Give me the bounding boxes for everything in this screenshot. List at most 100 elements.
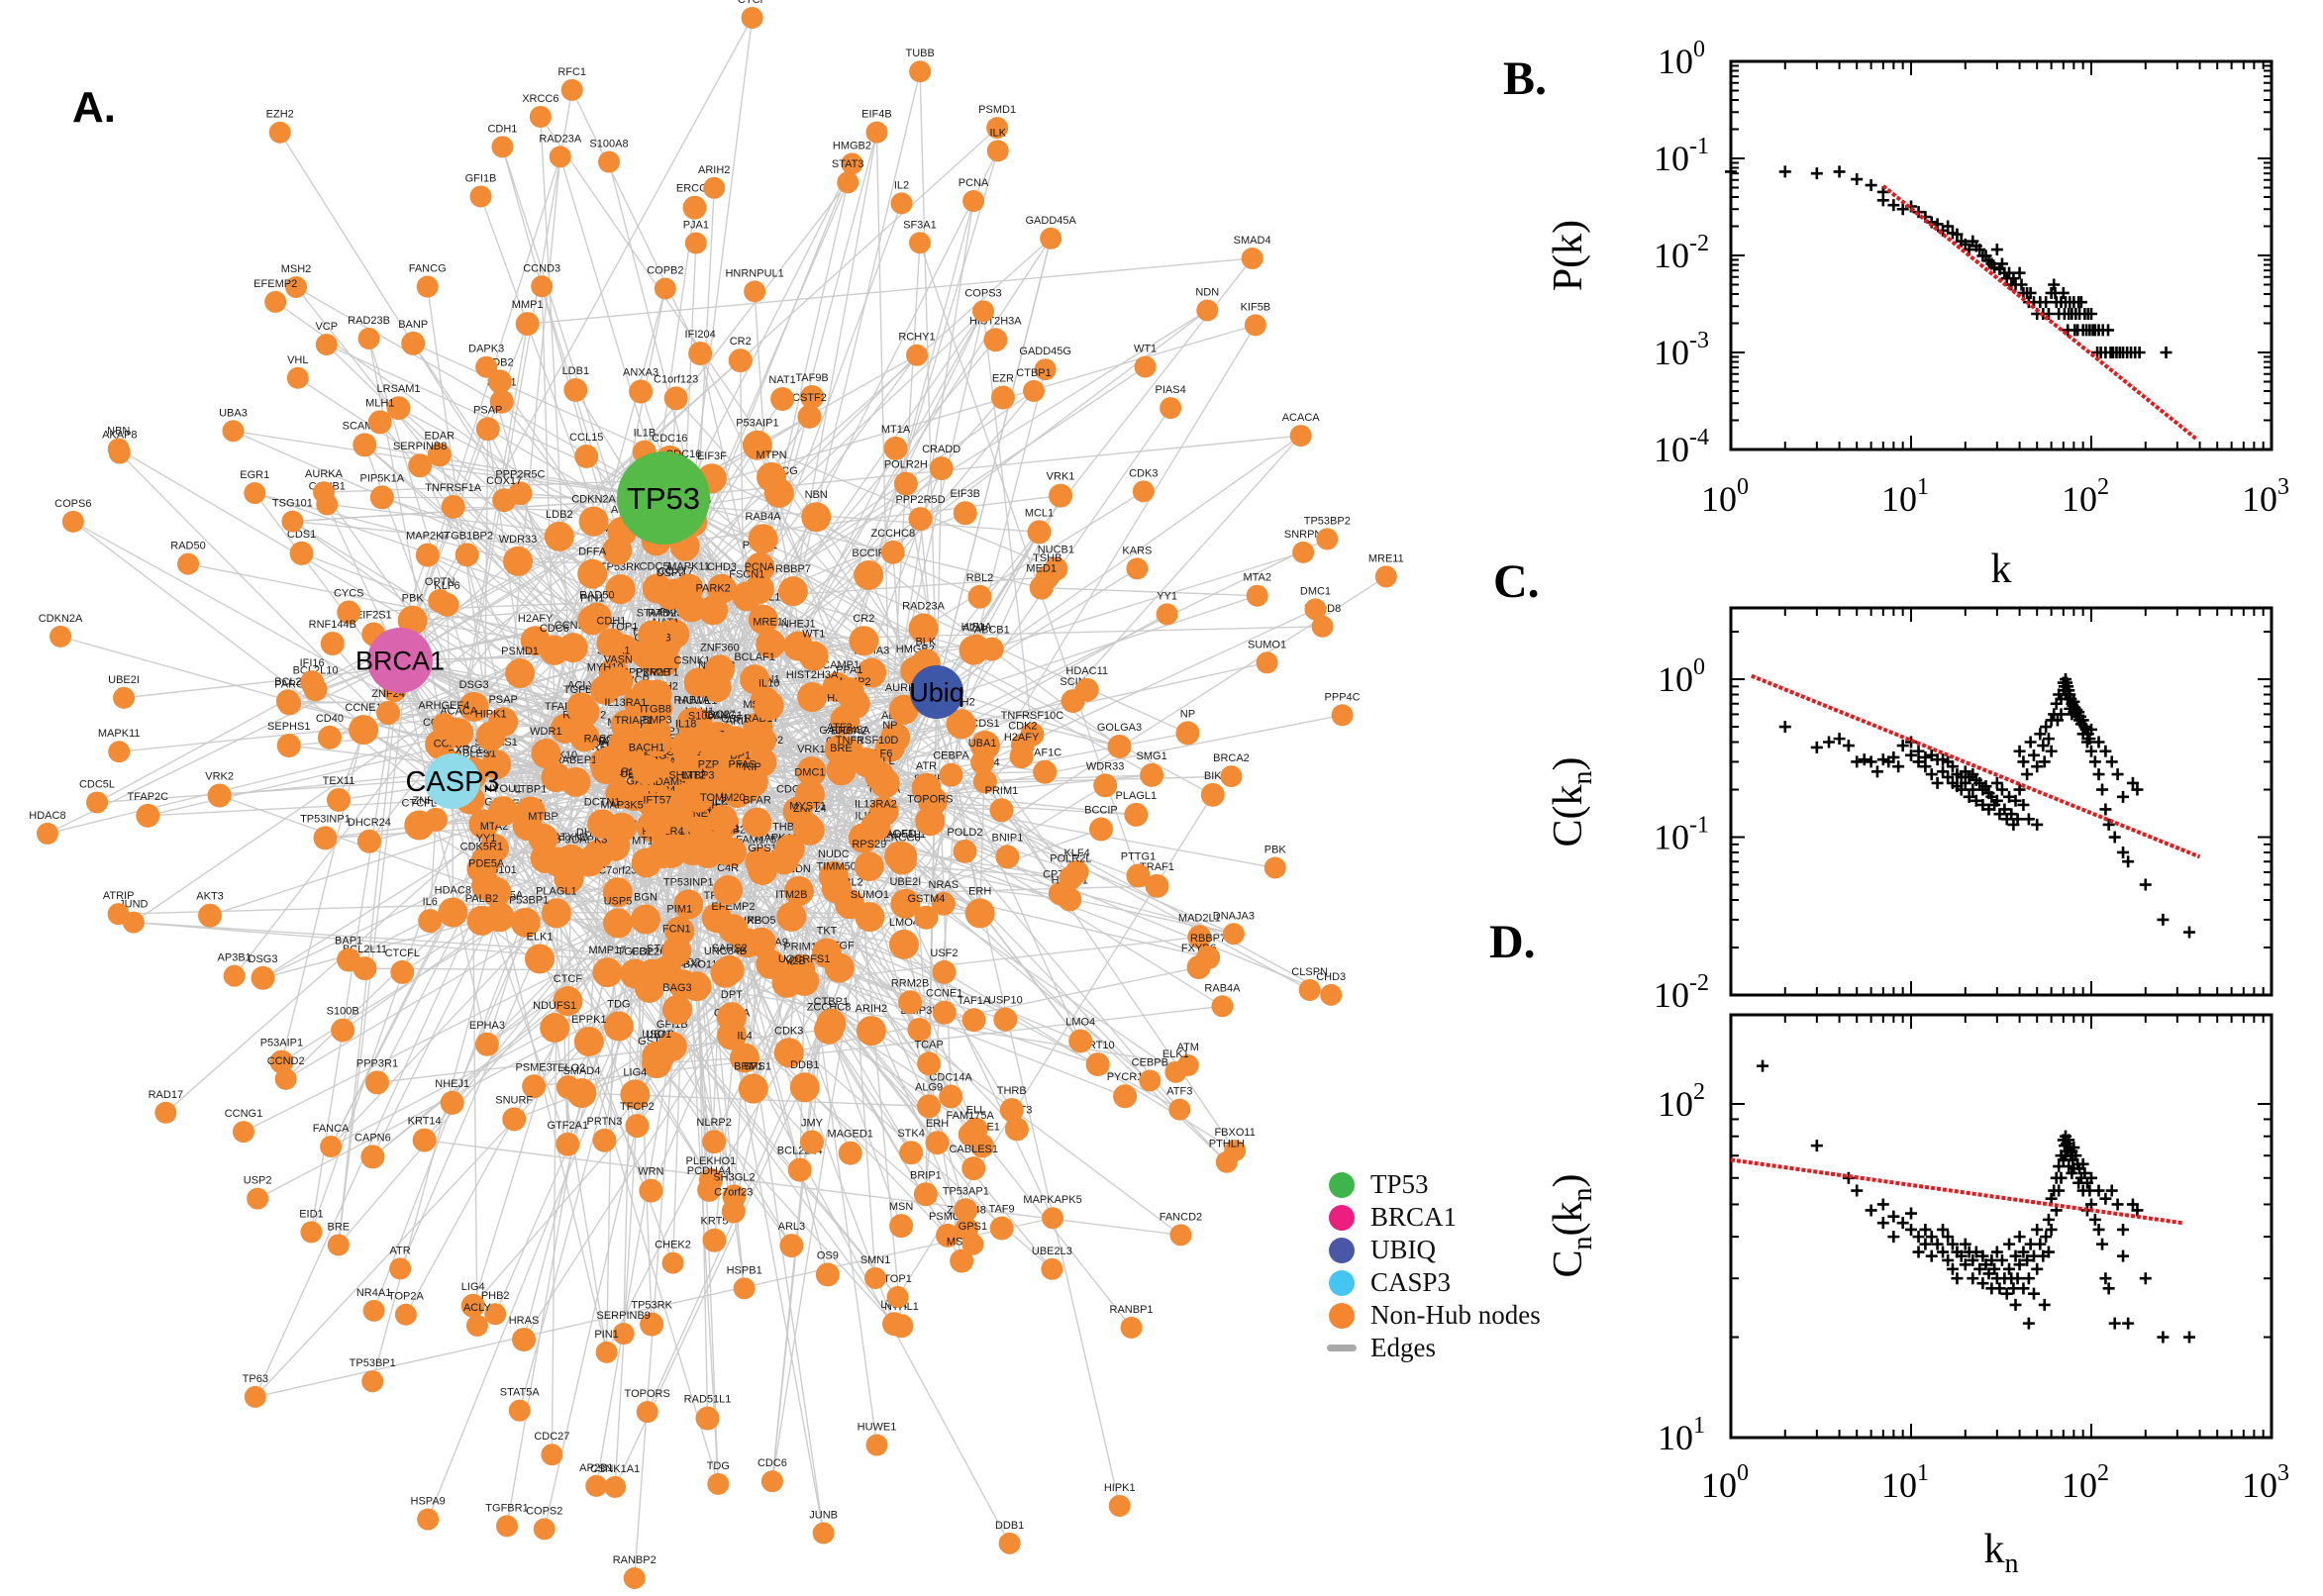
tick-label: 103 [2242, 474, 2289, 519]
network-node [481, 749, 512, 780]
network-node-label: TP53RK [600, 561, 642, 573]
ubiq-swatch-icon [1329, 1237, 1355, 1263]
tick-label: 102 [1658, 1079, 1705, 1124]
network-edge [1041, 586, 1258, 597]
network-edge [494, 701, 766, 1315]
network-edge [412, 620, 793, 1247]
network-edge [867, 574, 1081, 1042]
network-edge [233, 430, 664, 499]
axis-label: kn [1984, 1527, 2019, 1579]
network-node-label: RBBP7 [775, 563, 811, 575]
network-node-label: LDB2 [546, 509, 573, 521]
network-edge [621, 531, 1228, 1163]
network-edge [517, 560, 760, 568]
network-node-label: NP [882, 720, 897, 732]
network-edge [295, 286, 664, 499]
tick-label: 102 [2062, 1460, 2109, 1505]
network-edge [840, 769, 1054, 1219]
network-edge [757, 445, 1236, 1151]
network-edge [362, 619, 764, 731]
network-node-label: WDR33 [499, 534, 538, 546]
legend-label: UBIQ [1370, 1235, 1436, 1264]
network-node-label: CDS1 [970, 718, 999, 730]
network-node [797, 682, 828, 713]
network-edge [651, 310, 984, 786]
network-edge [453, 506, 650, 514]
network-edge [330, 969, 667, 1147]
network-edge [892, 551, 930, 1064]
network-edge [486, 922, 527, 1045]
axis-label: C(kn) [1546, 756, 1598, 847]
plot-c: 100 10-1 10-2 C(kn) [1546, 606, 2273, 1015]
network-node [605, 574, 636, 605]
network-edge [399, 646, 977, 661]
axis-label: P(k) [1546, 220, 1591, 291]
network-nodes: C1orf123HDAC11PARCSEPHS1TEX11ARL3BANPTAF… [29, 0, 1404, 1589]
legend-label: CASP3 [1370, 1267, 1452, 1297]
fit-line-b [1881, 184, 2197, 441]
plot-frame-b [1729, 59, 2273, 451]
network-node [887, 842, 918, 872]
network-edge [675, 397, 938, 693]
network-edge [671, 790, 691, 1263]
plot-frame-d [1729, 1013, 2273, 1440]
network-node-label: ZCCHC8 [807, 1002, 852, 1014]
network-edge [520, 492, 1040, 534]
network-edge [656, 365, 1146, 696]
tp53-swatch-icon [1329, 1171, 1355, 1198]
network-node [503, 546, 534, 576]
network-edge [866, 538, 1328, 763]
tick-label: 102 [2062, 474, 2109, 519]
legend-item-ubiq: UBIQ [1329, 1234, 1541, 1266]
network-edge [371, 1000, 568, 1157]
nonhub-swatch-icon [1329, 1302, 1355, 1329]
network-edge [656, 238, 1052, 589]
network-edge [310, 771, 474, 1233]
network-edge [761, 761, 1332, 996]
network-node-label: P53AIP1 [736, 418, 778, 430]
network-node-label: HIST2H3A [786, 669, 839, 681]
network-edge [689, 661, 1267, 791]
network-edge [682, 983, 1188, 1066]
network-edge [771, 952, 828, 1482]
network-edge [164, 588, 760, 1114]
network-edge [376, 1029, 830, 1084]
network-edge [363, 444, 693, 724]
network-edge [490, 736, 719, 1485]
network-edge [611, 626, 1323, 645]
fit-line-c [1750, 673, 2201, 859]
network-node-label: C7orf23 [598, 864, 637, 876]
network-node-label: PLAGL1 [536, 885, 577, 897]
network-node [874, 732, 905, 762]
legend-item-nonhub: Non-Hub nodes [1329, 1299, 1541, 1332]
network-node-label: RAD51L1 [878, 829, 926, 841]
brca1-swatch-icon [1329, 1204, 1355, 1231]
network-edge [399, 659, 488, 1045]
network-edge [762, 516, 817, 621]
network-node [964, 898, 995, 929]
tick-label: 103 [2242, 1460, 2289, 1505]
network-node [742, 430, 772, 460]
tick-label: 10-4 [1654, 425, 1709, 469]
plot-b: 100 101 102 103 100 10-1 10-2 10-3 10-4 P(k) k [1546, 37, 2289, 592]
scatter-points-b [1725, 165, 2172, 358]
network-edge [811, 720, 847, 1143]
network-node-label: CR2 [853, 613, 874, 625]
network-node [349, 715, 379, 746]
network-edge [868, 435, 1302, 918]
network-node [796, 756, 827, 787]
network-edge [118, 448, 628, 748]
network-edge [785, 982, 852, 1153]
network-node [745, 551, 775, 582]
network-node [748, 604, 778, 635]
network-node-label: CDC16 [652, 433, 687, 445]
network-edge [581, 575, 1387, 1094]
axis-label: Cn(kn) [1546, 1173, 1598, 1277]
network-edge [427, 760, 736, 1520]
axis-label: k [1991, 547, 2012, 592]
legend-item-edges: Edges [1327, 1332, 1541, 1364]
network-edge [571, 89, 891, 748]
tick-label: 100 [1701, 1460, 1749, 1505]
panel-c-label: C. [1493, 555, 1540, 608]
